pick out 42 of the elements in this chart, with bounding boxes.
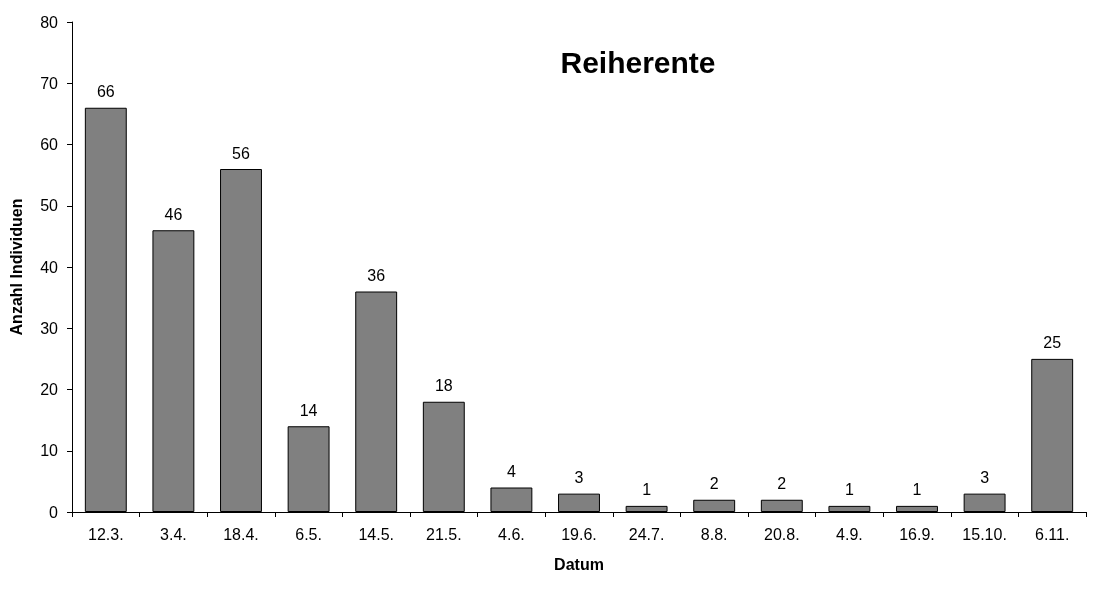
y-tick-label: 40 — [40, 258, 59, 276]
x-tick-label: 4.6. — [498, 525, 525, 543]
data-label: 3 — [980, 469, 990, 487]
x-tick-label: 14.5. — [358, 525, 394, 543]
data-label: 1 — [642, 481, 652, 499]
x-tick-label: 20.8. — [764, 525, 800, 543]
data-label: 1 — [844, 481, 854, 499]
x-tick-label: 16.9. — [899, 525, 935, 543]
data-label: 46 — [164, 205, 183, 223]
y-tick-label: 10 — [40, 442, 59, 460]
text: Reiherente — [560, 45, 716, 79]
x-tick-label: 3.4. — [160, 525, 187, 543]
data-label: 2 — [777, 475, 787, 493]
x-tick-label: 15.10. — [962, 525, 1007, 543]
x-tick-label: 6.11. — [1035, 525, 1070, 543]
x-tick-label: 24.7. — [628, 525, 665, 543]
data-label: 2 — [709, 475, 719, 493]
data-label: 56 — [232, 144, 250, 162]
data-label: 18 — [434, 377, 453, 395]
data-label: 4 — [506, 463, 516, 480]
data-label: 25 — [1043, 334, 1062, 352]
y-tick-label: 70 — [40, 74, 59, 92]
y-tick-label: 0 — [49, 503, 59, 521]
y-tick-label: 80 — [40, 13, 59, 31]
data-label: 1 — [912, 481, 922, 499]
y-tick-label: 50 — [40, 197, 59, 215]
x-tick-label: 19.6. — [561, 525, 597, 543]
data-label: 14 — [299, 401, 318, 419]
y-tick-label: 60 — [40, 136, 59, 153]
x-tick-label: 12.3. — [88, 525, 124, 543]
y-tick-label: 30 — [40, 319, 59, 337]
y-axis-title: Anzahl Individuen — [7, 198, 25, 336]
data-label: 36 — [367, 267, 386, 284]
data-label: 66 — [96, 83, 115, 101]
x-axis-title: Datum — [554, 555, 604, 573]
x-tick-label: 6.5. — [295, 525, 322, 543]
x-tick-label: 18.4. — [223, 525, 259, 543]
x-tick-label: 21.5. — [426, 525, 462, 543]
x-tick-label: 8.8. — [700, 525, 728, 543]
data-label: 3 — [574, 469, 584, 487]
y-tick-label: 20 — [40, 381, 59, 398]
x-tick-label: 4.9. — [836, 525, 863, 543]
